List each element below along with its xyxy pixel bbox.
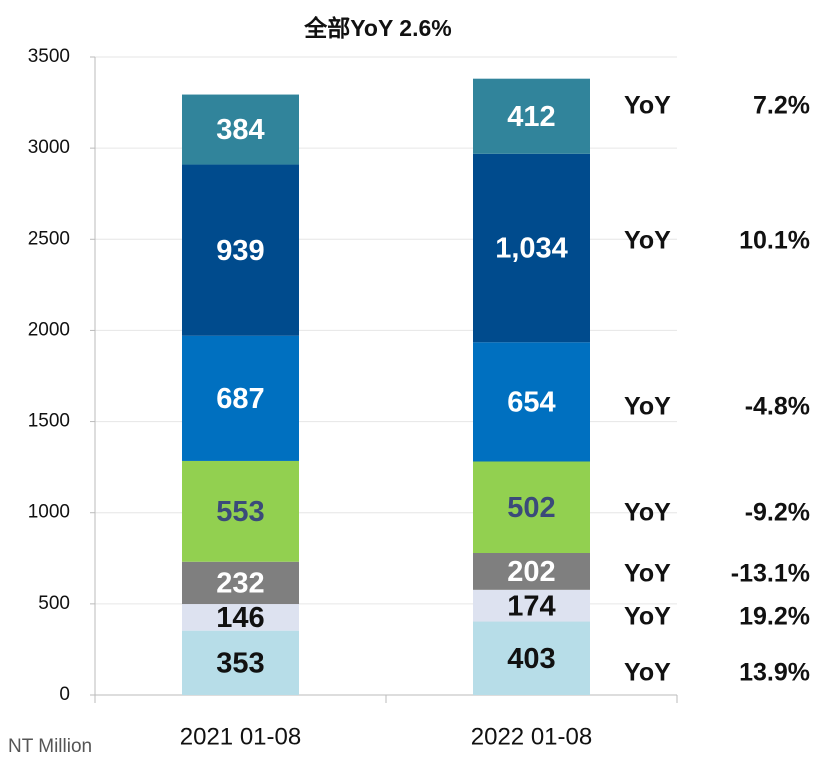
y-tick-label: 3000 (28, 137, 70, 158)
bar-segment (182, 335, 299, 461)
bar-segment (473, 461, 590, 553)
annotation-value: 7.2% (753, 92, 810, 120)
data-label: 553 (216, 496, 264, 528)
bar-segment (473, 78, 590, 154)
data-label: 232 (216, 568, 264, 600)
annotation-value: -13.1% (731, 560, 810, 588)
bar-segment (182, 561, 299, 605)
x-tick-label: 2021 01-08 (180, 723, 301, 750)
annotation-value: -4.8% (745, 393, 810, 421)
y-tick-label: 1000 (28, 502, 70, 523)
y-tick-label: 2500 (28, 228, 70, 249)
annotation-label: YoY (624, 393, 671, 421)
bar-segment (473, 621, 590, 695)
bar-segment (182, 630, 299, 695)
bar-segment (182, 94, 299, 165)
y-tick-label: 1500 (28, 411, 70, 432)
data-label: 202 (507, 556, 555, 588)
annotation-value: 13.9% (739, 659, 810, 687)
data-label: 384 (216, 114, 264, 146)
x-tick-label: 2022 01-08 (471, 723, 592, 750)
data-label: 353 (216, 647, 264, 679)
data-label: 502 (507, 492, 555, 524)
data-label: 403 (507, 643, 555, 675)
bar-segment (182, 164, 299, 336)
annotation-value: 19.2% (739, 603, 810, 631)
y-tick-label: 2000 (28, 319, 70, 340)
data-label: 687 (216, 383, 264, 415)
unit-label: NT Million (8, 736, 92, 757)
y-tick-label: 500 (38, 593, 70, 614)
annotation-label: YoY (624, 603, 671, 631)
data-label: 1,034 (495, 233, 568, 265)
data-label: 654 (507, 387, 555, 419)
data-label: 939 (216, 235, 264, 267)
annotation-label: YoY (624, 227, 671, 255)
annotation-label: YoY (624, 499, 671, 527)
annotation-label: YoY (624, 659, 671, 687)
annotation-label: YoY (624, 560, 671, 588)
data-label: 146 (216, 602, 264, 634)
bar-segment (182, 604, 299, 631)
bar-segment (473, 342, 590, 462)
y-tick-label: 3500 (28, 46, 70, 67)
annotation-value: 10.1% (739, 227, 810, 255)
bar-segment (473, 552, 590, 590)
annotation-value: -9.2% (745, 499, 810, 527)
bar-segment (473, 153, 590, 343)
y-tick-label: 0 (59, 684, 70, 705)
data-label: 174 (507, 590, 555, 622)
annotation-label: YoY (624, 92, 671, 120)
bar-segment (182, 460, 299, 562)
bar-segment (473, 589, 590, 622)
data-label: 412 (507, 101, 555, 133)
chart-title: 全部YoY 2.6% (303, 15, 451, 41)
